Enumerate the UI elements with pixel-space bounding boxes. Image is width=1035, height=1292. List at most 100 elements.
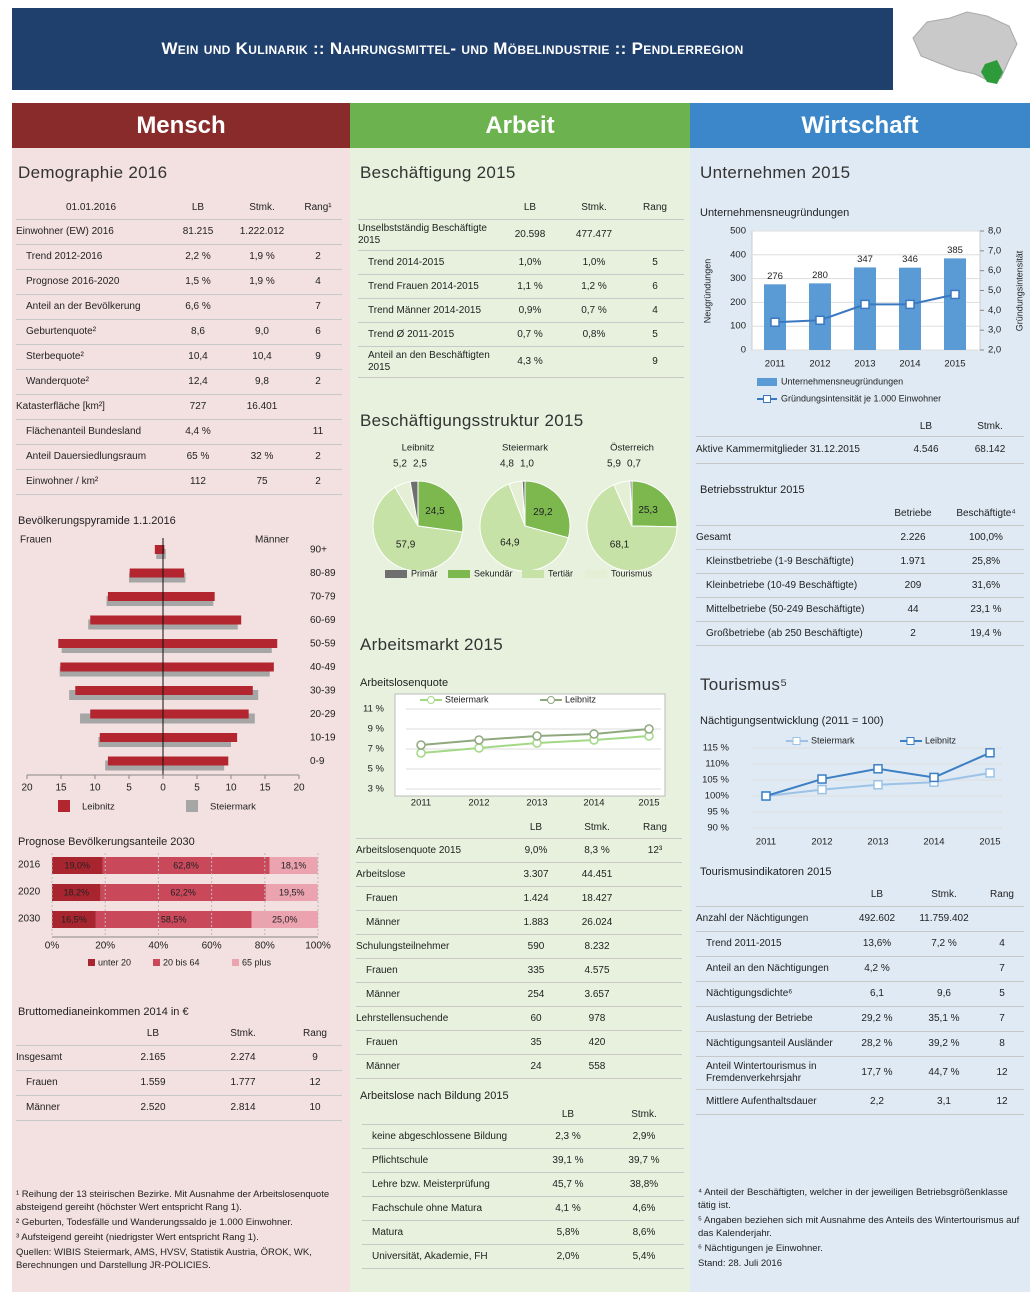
table-header: LB Stmk. Rang xyxy=(358,197,684,220)
axis-label: Neugründungen xyxy=(702,259,712,324)
y-tick-label: 70-79 xyxy=(310,592,336,603)
table-cell: 2.226 xyxy=(900,531,926,543)
table-cell: 100,0% xyxy=(969,531,1003,543)
table-cell: Rang xyxy=(643,822,667,833)
row-label: Pflichtschule xyxy=(372,1154,429,1166)
data-label: 68,1 xyxy=(610,539,630,550)
y2-tick-label: 7,0 xyxy=(988,245,1001,256)
table-row: Einwohner / km² 112 75 2 xyxy=(16,470,342,495)
table-row: Kleinbetriebe (10-49 Beschäftigte) 209 31,… xyxy=(696,574,1024,598)
legend-swatch xyxy=(153,959,160,966)
bar xyxy=(163,639,278,648)
table-cell: LB xyxy=(529,822,543,833)
table-cell: 9 xyxy=(652,356,658,367)
table-cell: 9 xyxy=(315,351,321,362)
row-label: Anteil an den Beschäftigten 2015 xyxy=(368,350,490,373)
x-tick-label: 0 xyxy=(160,783,166,794)
legend-label: Leibnitz xyxy=(565,694,597,704)
row-label: Trend Männer 2014-2015 xyxy=(368,304,482,316)
table-row: Pflichtschule 39,1 % 39,7 % xyxy=(362,1149,684,1173)
legend-swatch xyxy=(88,959,95,966)
table-header: LB Stmk. xyxy=(362,1106,684,1125)
table-cell: 18.427 xyxy=(581,892,613,904)
table-cell: 3,1 xyxy=(937,1096,951,1107)
data-label: 29,2 xyxy=(533,507,553,518)
data-table: LB Stmk. Rang Unselbstständig Beschäftigte … xyxy=(358,197,684,378)
table-cell: 44 xyxy=(907,603,919,615)
x-tick-label: 2014 xyxy=(899,359,920,370)
x-tick-label: 5 xyxy=(194,783,200,794)
row-label: Anteil Dauersiedlungsraum xyxy=(26,451,147,462)
legend-label: Tourismus xyxy=(611,568,653,578)
table-cell: LB xyxy=(523,202,537,213)
table-cell: 75 xyxy=(256,476,268,487)
y-tick-label: 105 % xyxy=(702,775,729,786)
footnote: ¹ Reihung der 13 steirischen Bezirke. Mi… xyxy=(16,1189,330,1213)
chart-title: Bevölkerungspyramide 1.1.2016 xyxy=(18,515,176,527)
table-cell: 39,2 % xyxy=(928,1038,960,1049)
row-label: Frauen xyxy=(366,964,398,976)
table-row: Frauen 1.424 18.427 xyxy=(356,887,682,911)
bar xyxy=(163,592,215,601)
table-cell: 1,0% xyxy=(518,256,542,268)
table-cell: 1,1 % xyxy=(517,280,543,292)
x-tick-label: 60% xyxy=(202,941,222,952)
table-cell: 12 xyxy=(309,1077,321,1088)
data-label: 2,5 xyxy=(413,459,427,470)
table-cell: 6 xyxy=(652,280,658,292)
row-label: Geburtenquote² xyxy=(26,326,97,337)
table-cell: 9,8 xyxy=(255,376,269,387)
table-row: Männer 254 3.657 xyxy=(356,983,682,1007)
footnote: Quellen: WIBIS Steiermark, AMS, HVSV, St… xyxy=(16,1247,312,1271)
data-label: 25,3 xyxy=(638,505,658,516)
row-label: Fachschule ohne Matura xyxy=(372,1202,483,1214)
y-tick-label: 30-39 xyxy=(310,686,336,697)
table-cell: 44,7 % xyxy=(928,1067,960,1078)
table-cell: 6 xyxy=(315,326,321,337)
footnotes: ⁴ Anteil der Beschäftigten, welcher in d… xyxy=(698,1186,1020,1272)
table-cell: 1.777 xyxy=(230,1077,256,1088)
table-cell: LB xyxy=(146,1028,160,1039)
legend-label: Steiermark xyxy=(811,735,855,745)
data-table: LB Stmk. Aktive Kammermitglieder 31.12.201… xyxy=(696,418,1024,464)
table-cell: 7 xyxy=(999,1013,1005,1024)
footnote: ² Geburten, Todesfälle und Wanderungssal… xyxy=(16,1217,293,1228)
data-label: 64,9 xyxy=(500,537,520,548)
table-row: Anzahl der Nächtigungen 492.602 11.759.402 xyxy=(696,907,1024,932)
table-cell: LB xyxy=(870,889,884,900)
table-row: Arbeitslose 3.307 44.451 xyxy=(356,863,682,887)
data-label: 4,8 xyxy=(500,459,514,470)
legend-swatch xyxy=(757,378,777,386)
bar xyxy=(107,756,163,766)
y2-tick-label: 5,0 xyxy=(988,285,1001,296)
point xyxy=(416,748,426,758)
table-header: Betriebe Beschäftigte⁴ xyxy=(696,503,1024,526)
bar-segment xyxy=(52,884,101,901)
bar-segment xyxy=(251,911,318,928)
table-cell: 39,1 % xyxy=(552,1154,584,1166)
table-row: Männer 2.520 2.814 10 xyxy=(16,1096,342,1121)
legend-label: Gründungsintensität je 1.000 Einwohner xyxy=(781,393,941,403)
table-cell: 8,3 % xyxy=(584,844,610,856)
y-tick-label: 95 % xyxy=(707,807,729,818)
row-label: keine abgeschlossene Bildung xyxy=(372,1130,508,1142)
chart-title: Arbeitslose nach Bildung 2015 xyxy=(360,1090,509,1102)
legend-label: Unternehmensneugründungen xyxy=(781,376,903,386)
y-tick-label: 10-19 xyxy=(310,733,336,744)
table-cell: 9,0% xyxy=(524,844,548,856)
point xyxy=(644,724,654,734)
table-cell: 12³ xyxy=(647,844,663,856)
bar xyxy=(163,662,274,672)
bar xyxy=(163,709,249,719)
table-cell: 29,2 % xyxy=(861,1013,893,1024)
data-label: 19,0% xyxy=(65,860,91,870)
legend-label: Primär xyxy=(411,568,438,578)
table-cell: Stmk. xyxy=(584,822,610,833)
table-cell: 4.546 xyxy=(913,444,939,455)
table-cell: 65 % xyxy=(186,451,210,462)
table-cell: 38,8% xyxy=(629,1178,659,1190)
point xyxy=(416,740,426,750)
legend-label: unter 20 xyxy=(98,957,131,967)
y-tick-label: 400 xyxy=(730,249,746,260)
row-label: Lehre bzw. Meisterprüfung xyxy=(372,1178,490,1190)
